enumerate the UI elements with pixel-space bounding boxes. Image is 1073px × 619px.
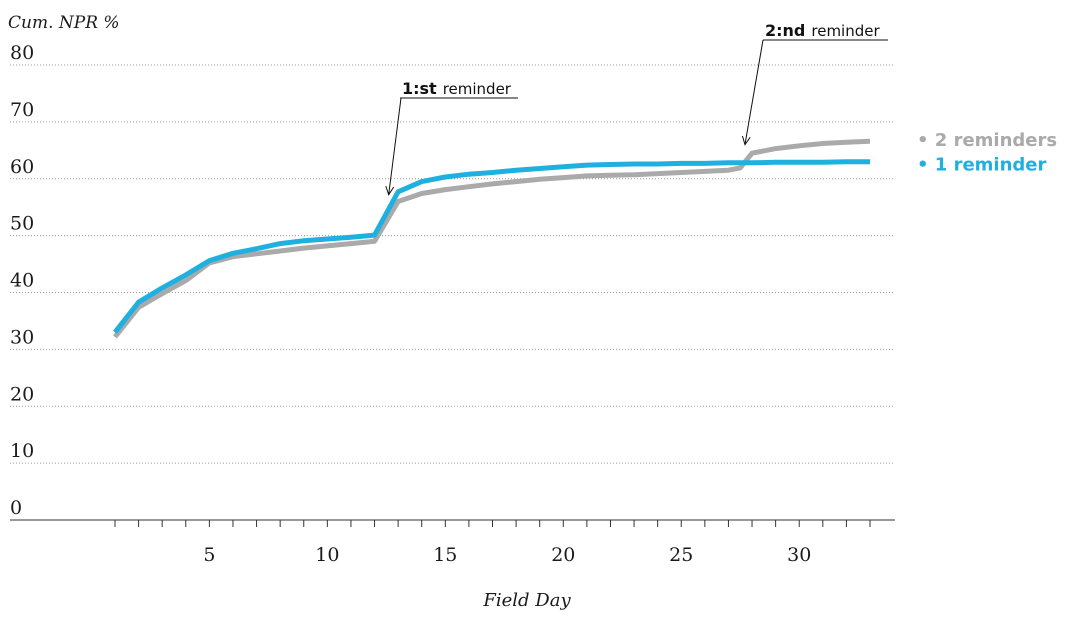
legend-item-2-reminders: • 2 reminders: [917, 130, 1057, 151]
series-line-1-reminder: [113, 159, 870, 334]
annotations-layer: 1:st reminder 2:nd reminder: [385, 21, 888, 196]
x-tick-label: 25: [669, 544, 693, 566]
y-tick-label: 10: [10, 440, 34, 462]
y-tick-label: 70: [10, 99, 34, 121]
annotation-arrowhead: [385, 185, 395, 196]
annotation-label: 2:nd reminder: [765, 21, 880, 40]
x-tick-label: 5: [203, 544, 215, 566]
y-tick-label: 30: [10, 326, 34, 348]
x-tick-label: 15: [433, 544, 457, 566]
annotation-arrowhead: [741, 135, 751, 146]
annotation-ordinal: 2:nd: [765, 21, 805, 40]
annotation-text: reminder: [443, 80, 512, 98]
annotation-arrow-line: [744, 39, 764, 145]
y-axis-label: Cum. NPR %: [8, 13, 120, 33]
y-tick-label: 20: [10, 383, 34, 405]
x-tick-labels: 5 10 15 20 25 30: [203, 544, 811, 566]
annotation-arrow-line: [388, 97, 402, 195]
grid-layer: [10, 64, 895, 464]
annotation-1: 1:st reminder: [385, 79, 518, 196]
series-layer: [113, 138, 871, 339]
annotation-label: 1:st reminder: [402, 79, 512, 98]
x-tick-label: 10: [315, 544, 339, 566]
y-tick-label: 80: [10, 42, 34, 64]
y-tick-label: 40: [10, 270, 34, 292]
legend-item-1-reminder: • 1 reminder: [917, 155, 1046, 176]
y-tick-label: 60: [10, 156, 34, 178]
legend: • 2 reminders • 1 reminder: [917, 130, 1057, 175]
y-tick-label: 0: [10, 497, 22, 519]
annotation-2: 2:nd reminder: [741, 21, 888, 146]
x-tick-label: 20: [551, 544, 575, 566]
x-tick-label: 30: [787, 544, 811, 566]
x-axis: [10, 519, 895, 527]
y-tick-labels: 0 10 20 30 40 50 60 70 80: [10, 42, 34, 519]
y-tick-label: 50: [10, 213, 34, 235]
x-axis-label: Field Day: [482, 590, 571, 611]
annotation-text: reminder: [811, 22, 880, 40]
annotation-ordinal: 1:st: [402, 79, 437, 98]
